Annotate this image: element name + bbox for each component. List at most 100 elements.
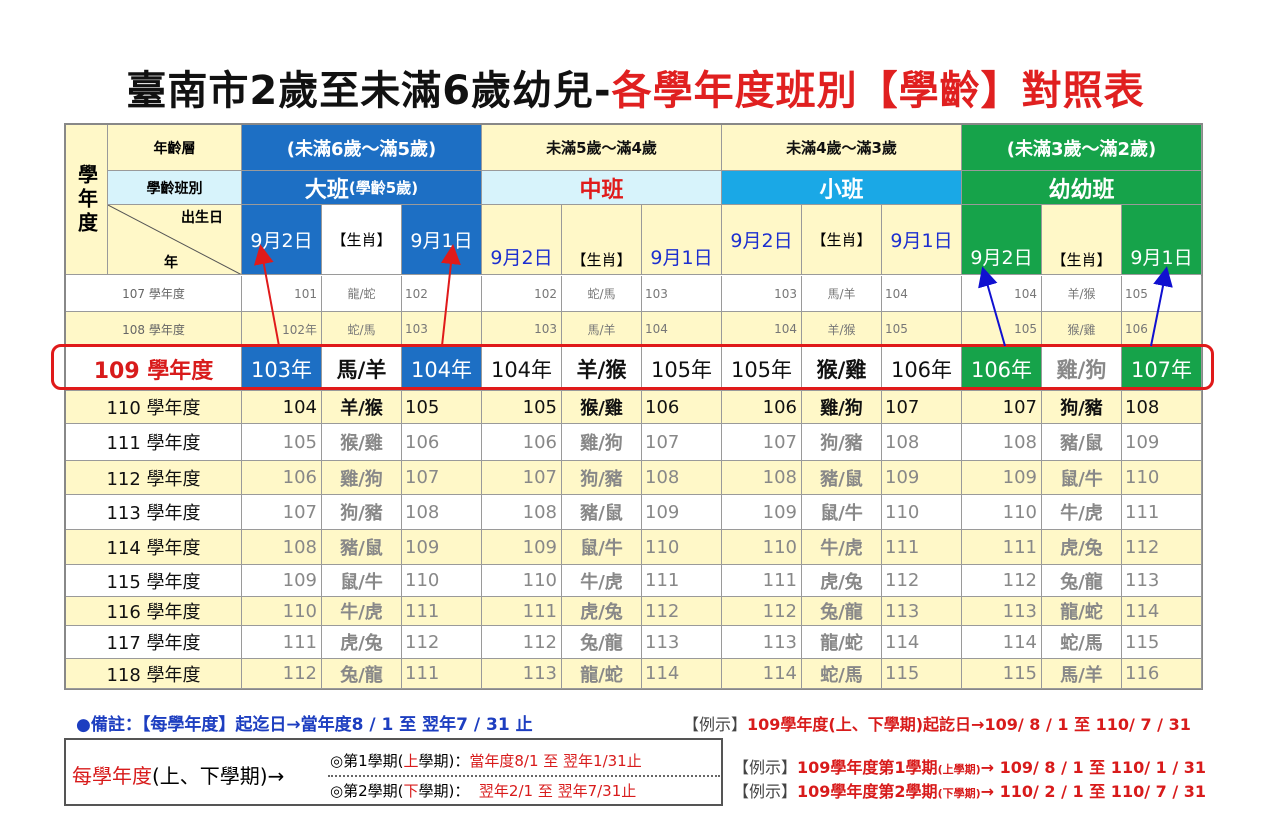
table-cell: 龍/蛇: [562, 659, 642, 689]
row-label: 115 學年度: [66, 565, 242, 597]
birthday-label: 出生日: [181, 210, 223, 226]
table-cell: 111: [962, 530, 1042, 565]
table-cell: 106: [1122, 312, 1202, 347]
table-cell: 猴/雞: [562, 391, 642, 424]
year-column-header: 學年度: [66, 125, 108, 275]
table-cell: 兔/龍: [802, 597, 882, 626]
table-cell: 112: [882, 565, 962, 597]
table-cell: 兔/龍: [562, 626, 642, 659]
example-semester-2: 【例示】109學年度第2學期(下學期)→ 110/ 2 / 1 至 110/ 7…: [733, 782, 1207, 801]
table-cell: 馬/羊: [802, 276, 882, 312]
table-cell: 114: [642, 659, 722, 689]
table-cell: 108: [482, 495, 562, 530]
zodiac-header-2: 【生肖】: [562, 205, 642, 275]
table-cell: 108: [1122, 391, 1202, 424]
class-sub-label: (學齡5歲): [348, 179, 419, 197]
semester-2-line: ◎第2學期(下學期)： 翌年2/1 至 翌年7/31止: [330, 782, 637, 800]
table-cell: 111: [402, 659, 482, 689]
table-cell: 116: [1122, 659, 1202, 689]
row-label: 113 學年度: [66, 495, 242, 530]
table-cell: 105: [882, 312, 962, 347]
age-group-2: 未滿5歲～滿4歲: [482, 125, 722, 171]
table-cell: 110: [242, 597, 322, 626]
row-label: 117 學年度: [66, 626, 242, 659]
table-cell: 112: [242, 659, 322, 689]
table-cell: 豬/鼠: [322, 530, 402, 565]
table-cell: 107: [642, 424, 722, 461]
table-cell: 106: [402, 424, 482, 461]
table-cell: 106: [642, 391, 722, 424]
table-cell: 蛇/馬: [562, 276, 642, 312]
table-cell: 113: [962, 597, 1042, 626]
table-cell: 105: [242, 424, 322, 461]
table-cell: 107: [722, 424, 802, 461]
date-from-4: 9月2日: [962, 205, 1042, 275]
table-cell: 龍/蛇: [322, 276, 402, 312]
table-cell: 豬/鼠: [1042, 424, 1122, 461]
table-cell: 109: [1122, 424, 1202, 461]
table-cell: 112: [1122, 530, 1202, 565]
table-cell: 豬/鼠: [802, 461, 882, 495]
table-cell: 111: [642, 565, 722, 597]
table-cell: 104年: [402, 347, 482, 391]
table-cell: 106: [242, 461, 322, 495]
table-cell: 103: [642, 276, 722, 312]
table-cell: 114: [962, 626, 1042, 659]
table-cell: 豬/鼠: [562, 495, 642, 530]
class-name-text: 大班: [304, 177, 349, 203]
table-cell: 106年: [962, 347, 1042, 391]
table-cell: 103: [482, 312, 562, 347]
table-cell: 103: [722, 276, 802, 312]
table-cell: 104: [882, 276, 962, 312]
class-name-text: 中班: [579, 177, 624, 203]
table-cell: 114: [722, 659, 802, 689]
table-cell: 102: [402, 276, 482, 312]
zodiac-header-3: 【生肖】: [802, 205, 882, 275]
table-cell: 114: [882, 626, 962, 659]
table-cell: 馬/羊: [1042, 659, 1122, 689]
row-label: 111 學年度: [66, 424, 242, 461]
table-cell: 107: [482, 461, 562, 495]
table-cell: 107: [962, 391, 1042, 424]
table-cell: 102年: [242, 312, 322, 347]
table-cell: 狗/豬: [802, 424, 882, 461]
table-cell: 106: [722, 391, 802, 424]
table-cell: 108: [242, 530, 322, 565]
table-cell: 105: [1122, 276, 1202, 312]
table-cell: 110: [882, 495, 962, 530]
table-cell: 蛇/馬: [802, 659, 882, 689]
table-cell: 猴/雞: [1042, 312, 1122, 347]
date-from-3: 9月2日: [722, 205, 802, 275]
table-cell: 105: [482, 391, 562, 424]
zodiac-header-4: 【生肖】: [1042, 205, 1122, 275]
row-label: 116 學年度: [66, 597, 242, 626]
semester-box: 每學年度(上、下學期)→ ◎第1學期(上學期)：當年度8/1 至 翌年1/31止…: [64, 738, 723, 806]
table-cell: 113: [1122, 565, 1202, 597]
table-cell: 虎/兔: [562, 597, 642, 626]
date-to-1: 9月1日: [402, 205, 482, 275]
row-label: 114 學年度: [66, 530, 242, 565]
table-cell: 108: [882, 424, 962, 461]
table-cell: 107: [882, 391, 962, 424]
table-cell: 羊/猴: [1042, 276, 1122, 312]
comparison-table: 學年度 年齡層 學齡班別 出生日年 (未滿6歲～滿5歲) 大班 (學齡5歲) 9月2日 【生肖】…: [64, 123, 1203, 690]
table-cell: 108: [642, 461, 722, 495]
date-from-2: 9月2日: [482, 205, 562, 275]
table-cell: 112: [722, 597, 802, 626]
table-cell: 111: [1122, 495, 1202, 530]
highlight-row-frame: [51, 344, 1214, 390]
table-cell: 107年: [1122, 347, 1202, 391]
table-cell: 牛/虎: [562, 565, 642, 597]
table-cell: 牛/虎: [1042, 495, 1122, 530]
age-layer-label: 年齡層: [108, 125, 242, 171]
table-cell: 羊/猴: [802, 312, 882, 347]
class-name-text: 小班: [819, 177, 864, 203]
table-cell: 雞/狗: [322, 461, 402, 495]
table-cell: 猴/雞: [802, 347, 882, 391]
date-to-4: 9月1日: [1122, 205, 1202, 275]
table-cell: 105年: [642, 347, 722, 391]
title-highlight: 各學年度班別【學齡】對照表: [611, 68, 1145, 114]
table-cell: 104: [962, 276, 1042, 312]
table-cell: 虎/兔: [802, 565, 882, 597]
table-cell: 111: [402, 597, 482, 626]
